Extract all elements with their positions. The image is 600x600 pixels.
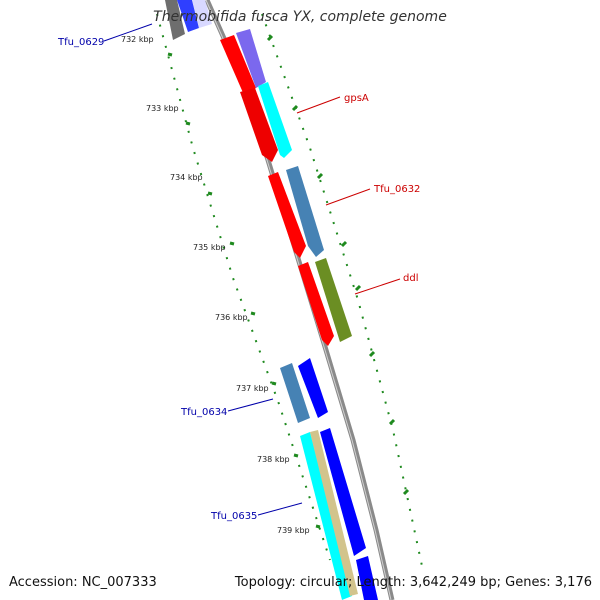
- gene-steel-0634[interactable]: [280, 363, 310, 423]
- leader-gpsa: [296, 96, 341, 114]
- gene-blue-0635-a[interactable]: [320, 428, 366, 556]
- map-title: Thermobifida fusca YX, complete genome: [153, 9, 447, 25]
- gene-purple[interactable]: [236, 29, 266, 88]
- gene-red-2[interactable]: [240, 88, 278, 162]
- tick-label: 733 kbp: [146, 104, 179, 113]
- tick-label: 737 kbp: [236, 384, 269, 393]
- gene-cyan-0635[interactable]: [300, 432, 352, 600]
- gene-label-tfu0635[interactable]: Tfu_0635: [210, 511, 257, 522]
- leader-tfu0632: [325, 188, 371, 206]
- genome-stats-text: Topology: circular; Length: 3,642,249 bp…: [234, 575, 592, 590]
- tick-label: 738 kbp: [257, 455, 290, 464]
- gene-steel-0632[interactable]: [286, 166, 324, 257]
- gene-top-lavender[interactable]: [192, 0, 212, 28]
- gene-tan-0635[interactable]: [310, 430, 358, 596]
- gene-red-1[interactable]: [220, 35, 256, 95]
- gene-red-3[interactable]: [268, 172, 306, 258]
- tick-label: 735 kbp: [193, 243, 226, 252]
- gene-label-tfu0632[interactable]: Tfu_0632: [373, 184, 420, 195]
- genome-backbone: [204, 0, 395, 600]
- gene-top-gray[interactable]: [165, 0, 185, 40]
- gene-cyan-gpsA[interactable]: [258, 82, 292, 158]
- gene-olive-ddl[interactable]: [315, 258, 352, 342]
- leader-tfu0635: [257, 502, 303, 516]
- gene-blue-0634[interactable]: [298, 358, 328, 418]
- tick-label: 734 kbp: [170, 173, 203, 182]
- tick-label: 739 kbp: [277, 526, 310, 535]
- gene-label-tfu0629[interactable]: Tfu_0629: [57, 37, 104, 48]
- gene-label-gpsa[interactable]: gpsA: [344, 93, 369, 104]
- gene-label-tfu0634[interactable]: Tfu_0634: [180, 407, 227, 418]
- gene-label-ddl[interactable]: ddl: [403, 273, 418, 284]
- tick-label: 736 kbp: [215, 313, 248, 322]
- leader-tfu0629: [103, 23, 153, 42]
- tick-label: 732 kbp: [121, 35, 154, 44]
- leader-tfu0634: [227, 398, 274, 412]
- tick-dashes: [167, 34, 410, 529]
- gene-top-blue[interactable]: [177, 0, 199, 32]
- gene-blue-0635-b[interactable]: [356, 556, 378, 600]
- accession-text: Accession: NC_007333: [9, 575, 157, 590]
- leader-ddl: [354, 278, 401, 295]
- gene-red-4[interactable]: [298, 262, 334, 346]
